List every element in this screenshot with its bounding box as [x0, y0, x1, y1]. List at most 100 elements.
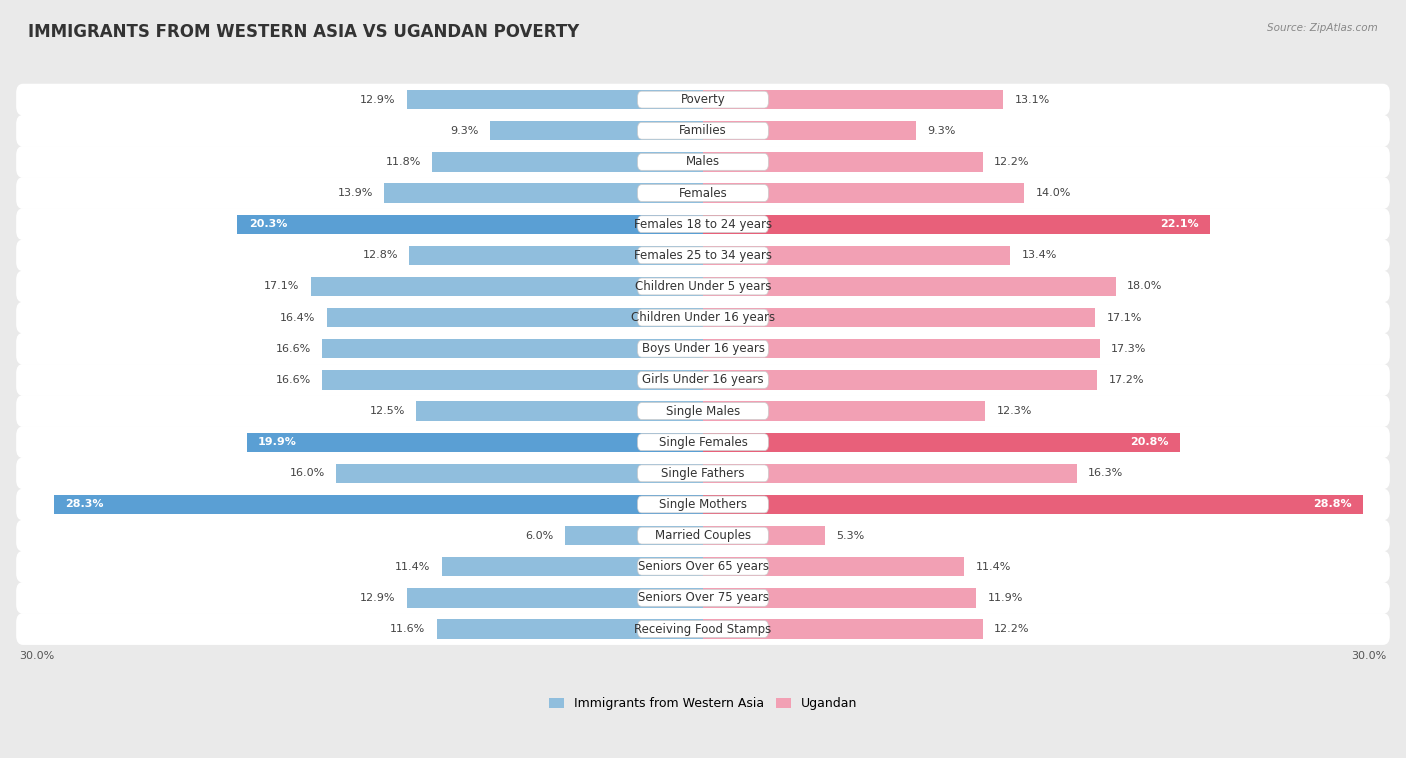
Text: 19.9%: 19.9% — [259, 437, 297, 447]
Bar — [703, 121, 917, 140]
Bar — [311, 277, 703, 296]
Bar — [441, 557, 703, 576]
Bar — [53, 495, 703, 514]
FancyBboxPatch shape — [15, 364, 1391, 396]
Text: 12.5%: 12.5% — [370, 406, 405, 416]
Bar — [336, 464, 703, 483]
FancyBboxPatch shape — [15, 551, 1391, 583]
Bar — [437, 619, 703, 639]
Text: Poverty: Poverty — [681, 93, 725, 106]
Text: 14.0%: 14.0% — [1036, 188, 1071, 198]
Text: Girls Under 16 years: Girls Under 16 years — [643, 374, 763, 387]
Bar — [703, 277, 1116, 296]
Bar — [703, 90, 1004, 109]
Text: 28.3%: 28.3% — [66, 500, 104, 509]
FancyBboxPatch shape — [638, 496, 768, 513]
FancyBboxPatch shape — [15, 115, 1391, 146]
Text: Seniors Over 65 years: Seniors Over 65 years — [637, 560, 769, 573]
FancyBboxPatch shape — [638, 434, 768, 450]
Text: 12.8%: 12.8% — [363, 250, 398, 260]
Bar — [246, 433, 703, 452]
Text: 12.2%: 12.2% — [994, 624, 1029, 634]
FancyBboxPatch shape — [638, 402, 768, 419]
Text: 30.0%: 30.0% — [1351, 650, 1386, 660]
Bar — [703, 370, 1098, 390]
Text: Single Mothers: Single Mothers — [659, 498, 747, 511]
FancyBboxPatch shape — [638, 309, 768, 326]
Text: Single Females: Single Females — [658, 436, 748, 449]
Text: 11.9%: 11.9% — [987, 593, 1022, 603]
FancyBboxPatch shape — [15, 333, 1391, 365]
Bar — [703, 152, 983, 171]
FancyBboxPatch shape — [15, 426, 1391, 458]
Text: Married Couples: Married Couples — [655, 529, 751, 542]
Bar — [703, 433, 1180, 452]
Text: Single Fathers: Single Fathers — [661, 467, 745, 480]
Text: 16.6%: 16.6% — [276, 375, 311, 385]
Text: 5.3%: 5.3% — [837, 531, 865, 540]
Text: 13.4%: 13.4% — [1022, 250, 1057, 260]
Text: 17.2%: 17.2% — [1109, 375, 1144, 385]
Text: 17.3%: 17.3% — [1111, 343, 1146, 354]
Text: Males: Males — [686, 155, 720, 168]
Text: Females 18 to 24 years: Females 18 to 24 years — [634, 218, 772, 230]
FancyBboxPatch shape — [638, 247, 768, 264]
FancyBboxPatch shape — [638, 91, 768, 108]
Bar — [703, 619, 983, 639]
Text: Females 25 to 34 years: Females 25 to 34 years — [634, 249, 772, 262]
Text: 13.9%: 13.9% — [337, 188, 373, 198]
FancyBboxPatch shape — [638, 559, 768, 575]
FancyBboxPatch shape — [15, 208, 1391, 240]
Bar — [409, 246, 703, 265]
Text: 12.9%: 12.9% — [360, 593, 395, 603]
Text: Children Under 16 years: Children Under 16 years — [631, 311, 775, 324]
FancyBboxPatch shape — [15, 457, 1391, 489]
Text: 16.0%: 16.0% — [290, 468, 325, 478]
Bar — [703, 215, 1209, 233]
Bar — [408, 588, 703, 608]
Bar — [703, 526, 824, 545]
FancyBboxPatch shape — [638, 371, 768, 388]
Text: Receiving Food Stamps: Receiving Food Stamps — [634, 622, 772, 635]
Bar — [703, 308, 1095, 327]
FancyBboxPatch shape — [15, 83, 1391, 115]
FancyBboxPatch shape — [15, 395, 1391, 427]
Text: 12.9%: 12.9% — [360, 95, 395, 105]
Text: 17.1%: 17.1% — [1107, 312, 1142, 323]
Bar — [322, 370, 703, 390]
Bar — [703, 402, 986, 421]
Text: 18.0%: 18.0% — [1128, 281, 1163, 292]
Bar — [703, 339, 1099, 359]
Legend: Immigrants from Western Asia, Ugandan: Immigrants from Western Asia, Ugandan — [544, 692, 862, 716]
Bar — [703, 464, 1077, 483]
Text: Children Under 5 years: Children Under 5 years — [634, 280, 772, 293]
Bar — [384, 183, 703, 202]
Text: 20.3%: 20.3% — [249, 219, 287, 229]
FancyBboxPatch shape — [15, 582, 1391, 614]
FancyBboxPatch shape — [15, 146, 1391, 178]
FancyBboxPatch shape — [15, 177, 1391, 209]
Text: 12.2%: 12.2% — [994, 157, 1029, 167]
FancyBboxPatch shape — [638, 278, 768, 295]
Bar — [703, 183, 1024, 202]
Text: 20.8%: 20.8% — [1130, 437, 1168, 447]
Bar — [703, 246, 1011, 265]
Text: 9.3%: 9.3% — [450, 126, 478, 136]
Text: 16.6%: 16.6% — [276, 343, 311, 354]
Text: Families: Families — [679, 124, 727, 137]
Text: 11.4%: 11.4% — [395, 562, 430, 572]
Text: 11.4%: 11.4% — [976, 562, 1011, 572]
Text: 6.0%: 6.0% — [526, 531, 554, 540]
Bar — [408, 90, 703, 109]
Text: IMMIGRANTS FROM WESTERN ASIA VS UGANDAN POVERTY: IMMIGRANTS FROM WESTERN ASIA VS UGANDAN … — [28, 23, 579, 41]
Text: 30.0%: 30.0% — [20, 650, 55, 660]
FancyBboxPatch shape — [638, 621, 768, 637]
Text: Females: Females — [679, 186, 727, 199]
Bar — [703, 495, 1364, 514]
FancyBboxPatch shape — [638, 528, 768, 544]
FancyBboxPatch shape — [638, 216, 768, 233]
FancyBboxPatch shape — [15, 613, 1391, 645]
Text: Seniors Over 75 years: Seniors Over 75 years — [637, 591, 769, 604]
Text: Single Males: Single Males — [666, 405, 740, 418]
FancyBboxPatch shape — [638, 590, 768, 606]
